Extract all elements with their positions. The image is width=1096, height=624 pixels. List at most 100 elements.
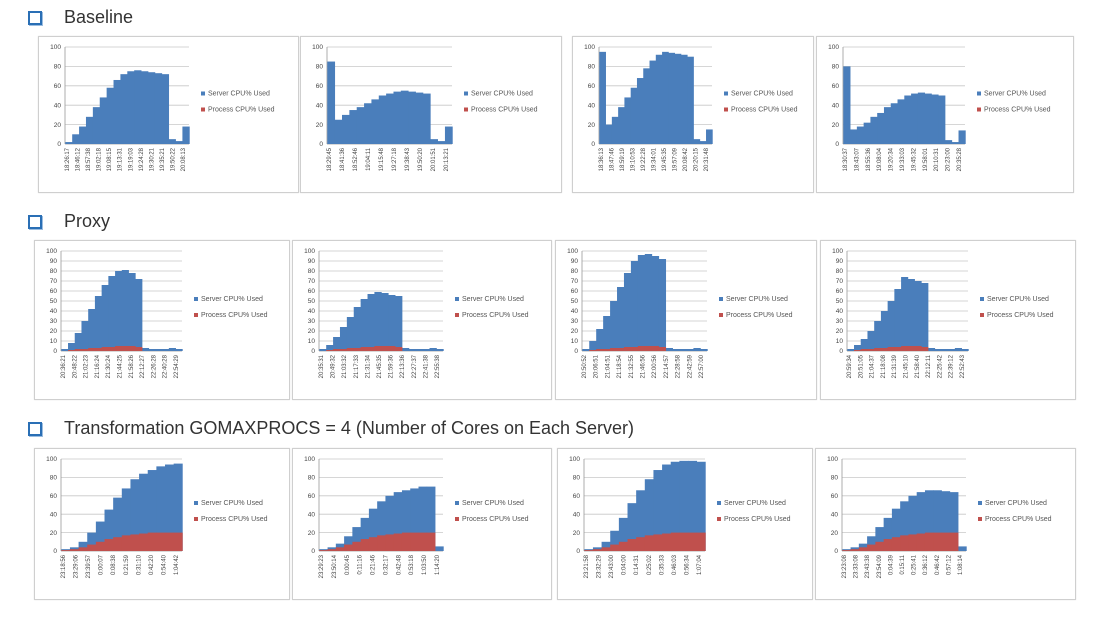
server-cpu-bar (617, 287, 625, 351)
process-cpu-bar (401, 532, 411, 551)
server-cpu-bar (162, 349, 170, 351)
server-cpu-bar (680, 54, 688, 144)
x-tick-label: 19:45:35 (662, 147, 668, 171)
y-tick-label: 60 (832, 83, 840, 90)
process-cpu-bar (679, 532, 689, 551)
process-cpu-bar (596, 349, 604, 351)
x-tick-label: 18:43:07 (854, 147, 860, 171)
y-tick-label: 0 (311, 548, 315, 555)
process-cpu-bar (662, 533, 672, 551)
process-cpu-bar (87, 544, 97, 551)
process-cpu-bar (617, 348, 625, 351)
process-cpu-bar (867, 349, 875, 351)
server-cpu-bar (386, 93, 394, 144)
y-tick-label: 60 (54, 83, 62, 90)
x-tick-label: 23:39:57 (86, 554, 92, 578)
server-cpu-bar (901, 277, 909, 351)
server-cpu-bar (130, 479, 140, 551)
y-tick-label: 60 (573, 493, 581, 500)
legend-swatch (455, 313, 459, 317)
process-cpu-bar (592, 549, 602, 551)
y-tick-label: 30 (50, 318, 58, 325)
server-cpu-bar (422, 349, 430, 351)
x-tick-label: 21:02:23 (84, 354, 90, 378)
section-baseline: Baseline (28, 7, 133, 28)
process-cpu-bar (68, 350, 76, 351)
server-cpu-bar (860, 339, 868, 351)
server-cpu-bar (958, 546, 967, 551)
y-tick-label: 80 (50, 475, 58, 482)
server-cpu-bar (687, 56, 694, 145)
server-cpu-bar (155, 349, 163, 351)
server-cpu-bar (883, 107, 892, 144)
process-cpu-bar (360, 539, 370, 551)
server-cpu-bar (954, 348, 962, 351)
y-tick-label: 40 (836, 308, 844, 315)
y-tick-label: 0 (835, 141, 839, 148)
y-tick-label: 40 (831, 511, 839, 518)
server-cpu-bar (658, 259, 667, 351)
x-tick-label: 19:10:53 (631, 147, 637, 171)
x-tick-label: 0:08:38 (111, 554, 117, 575)
process-cpu-bar (156, 532, 166, 551)
server-cpu-bar (165, 464, 175, 551)
y-tick-label: 10 (308, 338, 316, 345)
legend-label: Process CPU% Used (462, 312, 529, 319)
server-cpu-bar (113, 79, 121, 144)
y-tick-label: 80 (316, 64, 324, 71)
y-tick-label: 0 (591, 141, 595, 148)
x-tick-label: 1:04:42 (174, 554, 180, 575)
server-cpu-bar (618, 107, 625, 144)
server-cpu-bar (941, 491, 951, 551)
x-tick-label: 22:40:28 (163, 354, 169, 378)
x-tick-label: 20:06:51 (594, 354, 600, 378)
server-cpu-bar (934, 349, 942, 351)
legend-label: Process CPU% Used (987, 312, 1054, 319)
section-transformation: Transformation GOMAXPROCS = 4 (Number of… (28, 418, 634, 439)
server-cpu-bar (911, 93, 919, 144)
cpu-chart: 0 20 40 60 80 100 23:23:08 23:33:08 23:43:38 23:5… (827, 456, 1051, 578)
x-tick-label: 22:52:43 (960, 354, 966, 378)
server-cpu-bar (81, 321, 89, 351)
x-tick-label: 0:11:16 (358, 554, 364, 574)
x-tick-label: 22:12:11 (926, 354, 932, 378)
process-cpu-bar (69, 549, 79, 551)
server-cpu-bar (655, 54, 663, 144)
x-tick-label: 20:35:28 (957, 147, 963, 171)
chart-panel-proxy-4: 0 10 20 30 40 50 60 70 80 90 100 20:59:34 20:51:05 21… (820, 240, 1076, 400)
server-cpu-bar (618, 517, 628, 551)
legend-label: Server CPU% Used (201, 296, 263, 303)
cpu-chart: 0 10 20 30 40 50 60 70 80 90 100 20:35:31 20:49:32 21… (304, 248, 529, 378)
server-cpu-bar (79, 126, 87, 144)
process-cpu-bar (368, 537, 378, 551)
legend-label: Process CPU% Used (471, 107, 538, 114)
y-tick-label: 40 (50, 511, 58, 518)
x-tick-label: 0:57:12 (946, 554, 952, 575)
server-cpu-bar (147, 470, 157, 551)
x-tick-label: 18:29:45 (327, 147, 333, 171)
x-tick-label: 0:36:12 (923, 554, 929, 575)
server-cpu-bar (611, 116, 619, 144)
server-cpu-bar (342, 114, 350, 144)
server-cpu-bar (914, 281, 922, 351)
legend-label: Server CPU% Used (987, 296, 1049, 303)
legend-swatch (455, 501, 459, 505)
x-tick-label: 23:43:38 (865, 554, 871, 578)
server-cpu-bar (863, 122, 871, 144)
server-cpu-bar (850, 129, 858, 144)
process-cpu-bar (610, 348, 618, 351)
process-cpu-bar (327, 549, 337, 551)
y-tick-label: 20 (308, 328, 316, 335)
legend-swatch (194, 501, 198, 505)
server-cpu-bar (339, 327, 348, 351)
process-cpu-bar (385, 534, 395, 551)
server-cpu-bar (924, 93, 932, 144)
process-cpu-bar (147, 532, 157, 551)
server-cpu-bar (699, 141, 707, 144)
x-tick-label: 21:04:37 (870, 354, 876, 378)
x-tick-label: 23:29:23 (319, 554, 325, 578)
x-tick-label: 20:08:42 (683, 147, 689, 171)
x-tick-label: 18:30:37 (843, 147, 849, 171)
legend-swatch (194, 517, 198, 521)
x-tick-label: 19:50:20 (418, 147, 424, 171)
